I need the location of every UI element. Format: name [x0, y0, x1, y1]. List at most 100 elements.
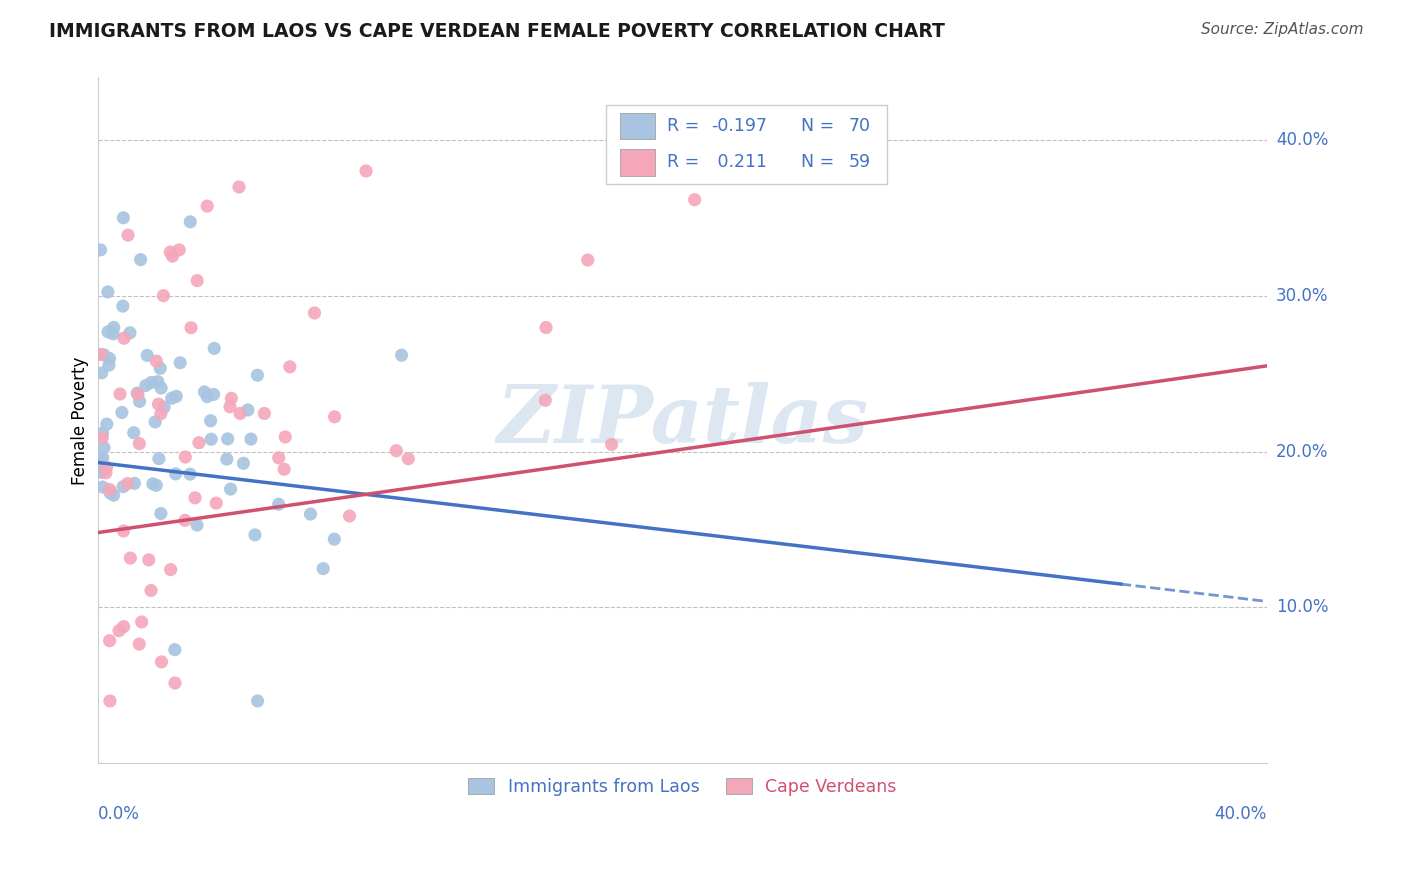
Point [232, 456, 254, 470]
Point [180, 320, 202, 334]
Point [138, 553, 160, 567]
Point [217, 432, 239, 446]
Point [193, 384, 215, 399]
Point [143, 415, 166, 429]
Point [97, 358, 120, 372]
Text: IMMIGRANTS FROM LAOS VS CAPE VERDEAN FEMALE POVERTY CORRELATION CHART: IMMIGRANTS FROM LAOS VS CAPE VERDEAN FEM… [49, 22, 945, 41]
Point [396, 451, 419, 466]
Point [187, 435, 209, 450]
Point [122, 425, 145, 440]
Text: 30.0%: 30.0% [1275, 286, 1329, 305]
Text: 40.0%: 40.0% [1215, 805, 1267, 823]
Point [159, 563, 181, 577]
Point [112, 619, 135, 633]
Point [576, 253, 599, 268]
Point [108, 624, 131, 638]
Point [128, 394, 150, 409]
Point [253, 407, 276, 421]
Text: 0.0%: 0.0% [97, 805, 139, 823]
Point [200, 432, 222, 446]
Legend: Immigrants from Laos, Cape Verdeans: Immigrants from Laos, Cape Verdeans [461, 771, 904, 803]
Text: -0.197: -0.197 [711, 117, 768, 136]
Point [150, 655, 173, 669]
Point [304, 306, 326, 320]
Point [108, 387, 131, 401]
Point [169, 356, 191, 370]
Point [179, 215, 201, 229]
Point [179, 467, 201, 482]
Point [127, 387, 149, 401]
Point [120, 551, 142, 566]
Point [165, 389, 187, 403]
Point [98, 633, 121, 648]
Point [98, 351, 121, 366]
Point [89, 243, 111, 257]
Point [339, 508, 361, 523]
Point [91, 431, 114, 445]
Point [117, 228, 139, 243]
Point [98, 694, 121, 708]
Point [112, 524, 135, 538]
Point [98, 483, 121, 497]
Point [200, 414, 222, 428]
Point [312, 561, 335, 575]
Point [145, 478, 167, 492]
Text: 10.0%: 10.0% [1275, 599, 1329, 616]
Point [97, 325, 120, 339]
FancyBboxPatch shape [606, 105, 887, 184]
Point [600, 437, 623, 451]
Point [89, 347, 111, 361]
Text: 59: 59 [848, 153, 870, 171]
Point [323, 532, 346, 546]
Point [202, 342, 225, 356]
Point [354, 164, 377, 178]
Point [91, 425, 114, 440]
Text: 70: 70 [848, 117, 870, 136]
Point [228, 180, 250, 194]
Bar [620, 113, 655, 139]
Point [152, 288, 174, 302]
Point [112, 331, 135, 345]
Point [174, 513, 197, 527]
Point [111, 405, 134, 419]
Point [186, 518, 208, 533]
Point [219, 400, 242, 414]
Point [112, 480, 135, 494]
Point [149, 407, 172, 421]
Point [162, 249, 184, 263]
Point [299, 507, 322, 521]
Point [683, 193, 706, 207]
Point [229, 406, 252, 420]
Text: 0.211: 0.211 [711, 153, 766, 171]
Point [391, 348, 413, 362]
Point [385, 443, 408, 458]
Point [103, 320, 125, 334]
Point [219, 482, 242, 496]
Point [215, 452, 238, 467]
Point [267, 497, 290, 511]
Point [142, 476, 165, 491]
Point [91, 465, 114, 479]
Point [167, 243, 190, 257]
Point [195, 390, 218, 404]
Point [90, 466, 112, 480]
Point [163, 642, 186, 657]
Point [96, 460, 118, 475]
Point [149, 507, 172, 521]
Point [534, 393, 557, 408]
Point [129, 252, 152, 267]
Point [153, 400, 176, 414]
Point [127, 386, 149, 401]
Point [165, 467, 187, 481]
Bar [620, 150, 655, 176]
Point [136, 348, 159, 362]
Point [128, 637, 150, 651]
Text: Source: ZipAtlas.com: Source: ZipAtlas.com [1201, 22, 1364, 37]
Point [128, 436, 150, 450]
Text: ZIPatlas: ZIPatlas [496, 382, 869, 459]
Text: N =: N = [790, 153, 839, 171]
Point [159, 245, 181, 260]
Text: R =: R = [666, 153, 704, 171]
Point [141, 376, 163, 390]
Point [323, 409, 346, 424]
